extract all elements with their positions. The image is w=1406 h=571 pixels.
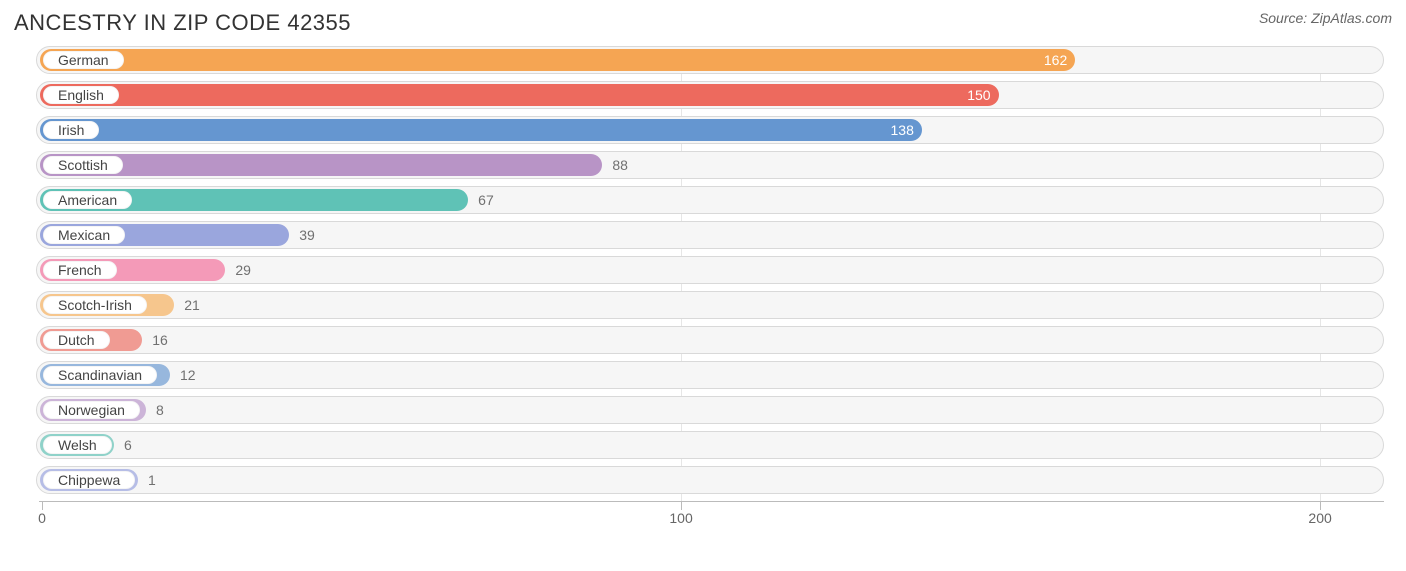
bar-value: 12	[180, 362, 196, 388]
x-axis: 0 100 200	[39, 501, 1384, 529]
bar-label-pill: Scottish	[43, 156, 123, 174]
bar-value: 39	[299, 222, 315, 248]
bar-value: 21	[184, 292, 200, 318]
bar-row: Welsh 6	[36, 431, 1384, 459]
axis-tick	[681, 502, 682, 510]
chart-header: ANCESTRY IN ZIP CODE 42355 Source: ZipAt…	[14, 10, 1392, 36]
bar-row: American 67	[36, 186, 1384, 214]
bar-value: 67	[478, 187, 494, 213]
bar-label-pill: Irish	[43, 121, 99, 139]
bar-value: 150	[967, 82, 990, 108]
plot-area: German 162 English 150 Irish 138 Scottish 88 Ame…	[36, 46, 1384, 529]
bar-value: 29	[235, 257, 251, 283]
bar-row: Scandinavian 12	[36, 361, 1384, 389]
bar-fill	[40, 154, 602, 176]
bar-row: Dutch 16	[36, 326, 1384, 354]
axis-tick	[1320, 502, 1321, 510]
bar-row: Mexican 39	[36, 221, 1384, 249]
bar-value: 8	[156, 397, 164, 423]
bar-fill	[40, 84, 999, 106]
bar-fill	[40, 49, 1075, 71]
bar-label-pill: Welsh	[43, 436, 112, 454]
bar-row: French 29	[36, 256, 1384, 284]
axis-tick-label: 100	[669, 510, 692, 526]
bar-label-pill: American	[43, 191, 132, 209]
bar-value: 6	[124, 432, 132, 458]
chart-source: Source: ZipAtlas.com	[1259, 10, 1392, 26]
bar-value: 1	[148, 467, 156, 493]
axis-tick-label: 200	[1308, 510, 1331, 526]
bar-label-pill: French	[43, 261, 117, 279]
bar-fill	[40, 119, 922, 141]
bar-label-pill: Dutch	[43, 331, 110, 349]
bar-label-pill: Scandinavian	[43, 366, 157, 384]
bar-label-pill: English	[43, 86, 119, 104]
axis-tick-label: 0	[38, 510, 46, 526]
bar-value: 16	[152, 327, 168, 353]
chart-title: ANCESTRY IN ZIP CODE 42355	[14, 10, 351, 36]
bar-value: 138	[891, 117, 914, 143]
bar-label-pill: Chippewa	[43, 471, 135, 489]
bar-row: Irish 138	[36, 116, 1384, 144]
bar-row: Scottish 88	[36, 151, 1384, 179]
bar-row: Chippewa 1	[36, 466, 1384, 494]
ancestry-chart: ANCESTRY IN ZIP CODE 42355 Source: ZipAt…	[0, 0, 1406, 543]
bar-row: German 162	[36, 46, 1384, 74]
bar-label-pill: German	[43, 51, 124, 69]
axis-tick	[42, 502, 43, 510]
bar-row: English 150	[36, 81, 1384, 109]
bar-label-pill: Scotch-Irish	[43, 296, 147, 314]
bar-row: Scotch-Irish 21	[36, 291, 1384, 319]
bar-label-pill: Norwegian	[43, 401, 140, 419]
bar-rows: German 162 English 150 Irish 138 Scottish 88 Ame…	[36, 46, 1384, 494]
bar-value: 88	[612, 152, 628, 178]
bar-value: 162	[1044, 47, 1067, 73]
bar-row: Norwegian 8	[36, 396, 1384, 424]
bar-label-pill: Mexican	[43, 226, 125, 244]
